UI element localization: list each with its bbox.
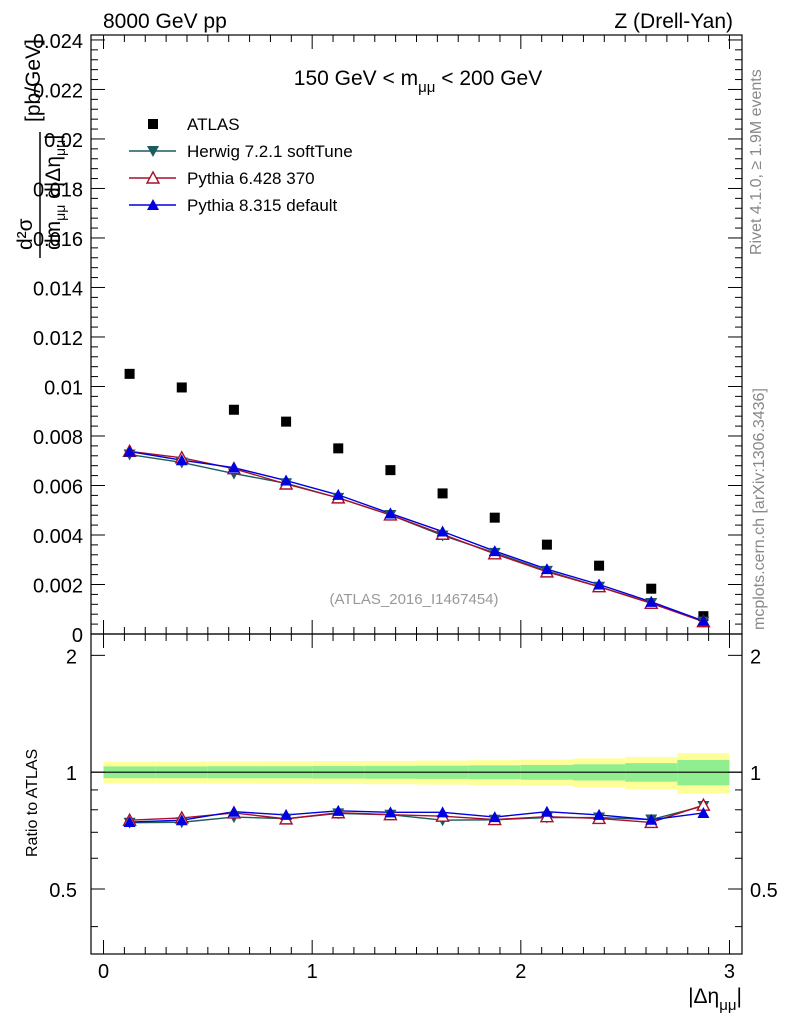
ratio-series-line [129,805,704,824]
ratio-y-tick-label-right: 0.5 [750,880,778,902]
x-tick-label: 1 [307,961,318,983]
ratio-y-tick-label: 2 [66,646,77,668]
ratio-y-axis-label: Ratio to ATLAS [24,749,41,857]
main-data-point [384,507,397,519]
legend-label: Pythia 6.428 370 [187,169,315,188]
main-y-axis-label: d²σ dmμμ d|Δημμ| [pb/GeV] [14,39,68,258]
main-data-point [176,382,187,393]
main-y-tick-label: 0.012 [33,328,83,350]
main-data-point [646,583,657,594]
x-tick-label: 0 [98,961,109,983]
ratio-data-point [436,806,449,818]
ratio-data-point [540,805,553,817]
rivet-label: Rivet 4.1.0, ≥ 1.9M events [748,69,765,255]
main-y-tick-label: 0.014 [33,278,83,300]
main-data-point [594,560,605,571]
watermark: (ATLAS_2016_I1467454) [329,591,498,608]
ratio-data-point [123,816,136,828]
main-y-tick-label: 0.006 [33,476,83,498]
main-data-point [540,563,553,575]
ratio-panel: 0.5 0.5 1 1 2 2 0 1 2 3 Ratio to ATLAS |Δημμ| [24,633,778,1014]
main-data-point [227,461,240,473]
legend-marker [148,119,158,129]
main-title: 150 GeV < mμμ < 200 GeV [294,67,542,96]
mcplots-label: mcplots.cern.ch [arXiv:1306.3436] [751,388,768,630]
main-data-point [593,578,606,590]
legend-label: Pythia 8.315 default [187,196,338,215]
main-data-point [489,512,500,523]
ratio-y-tick-label-right: 2 [750,646,761,668]
legend-marker [147,199,159,210]
main-data-point [123,445,136,457]
main-y-tick-label: 0.016 [33,229,83,251]
main-y-tick-label: 0.002 [33,575,83,597]
x-tick-label: 3 [724,961,735,983]
main-axis-ticks [91,35,742,635]
y-label-numerator: d²σ [14,218,37,250]
legend-label: Herwig 7.2.1 softTune [187,142,353,161]
main-data-point [124,368,135,379]
ratio-y-tick-label: 1 [66,763,77,785]
ratio-data-point [175,814,188,826]
ratio-data-point [280,808,293,820]
main-y-tick-label: 0.022 [33,80,83,102]
main-data-point [697,614,710,626]
ratio-data-point [488,811,501,823]
x-axis-label: |Δημμ| [688,985,742,1014]
header-right: Z (Drell-Yan) [614,10,733,33]
x-tick-label: 2 [515,961,526,983]
main-y-tick-label: 0 [72,625,83,647]
legend-marker [145,170,161,184]
main-data-point [541,539,552,550]
main-y-tick-label: 0.02 [44,130,83,152]
main-data-point [385,465,396,476]
y-label-unit: [pb/GeV] [22,39,45,122]
ratio-plot-frame [90,633,743,955]
ratio-data-marks [122,797,711,829]
main-y-tick-labels: 0 0.002 0.004 0.006 0.008 0.01 0.012 0.014 0.016… [33,31,83,647]
main-y-tick-label: 0.024 [33,31,83,53]
main-y-tick-label: 0.018 [33,179,83,201]
main-data-point [228,404,239,415]
main-data-point [436,525,449,537]
main-data-marks [122,368,711,628]
ratio-y-tick-labels: 0.5 0.5 1 1 2 2 [49,646,778,902]
main-panel: 0 0.002 0.004 0.006 0.008 0.01 0.012 0.014 0.016… [14,31,743,647]
main-data-point [281,416,292,427]
main-data-point [437,488,448,499]
ratio-data-point [384,806,397,818]
ratio-series-line [129,804,704,824]
main-series-line [129,450,704,622]
legend: ATLAS Herwig 7.2.1 softTune Pythia 6.428 3… [129,115,353,215]
main-y-tick-label: 0.01 [44,377,83,399]
main-y-tick-label: 0.008 [33,427,83,449]
main-data-point [645,595,658,607]
header-left: 8000 GeV pp [103,10,227,33]
main-data-point [175,454,188,466]
legend-label: ATLAS [187,115,240,134]
ratio-axis-ticks [91,634,742,954]
main-data-point [332,488,345,500]
main-data-point [280,474,293,486]
ratio-data-point [645,813,658,825]
ratio-y-tick-label: 0.5 [49,880,77,902]
x-tick-labels: 0 1 2 3 [98,961,735,983]
ratio-data-point [332,804,345,816]
ratio-data-point [593,808,606,820]
legend-marker [147,146,159,157]
main-y-tick-label: 0.004 [33,526,83,548]
ratio-series-line [129,810,704,823]
ratio-uncertainty-bands [103,753,730,794]
main-data-point [488,545,501,557]
main-data-point [333,443,344,454]
ratio-data-point [227,805,240,817]
ratio-y-tick-label-right: 1 [750,763,761,785]
ratio-data-point [697,806,710,818]
